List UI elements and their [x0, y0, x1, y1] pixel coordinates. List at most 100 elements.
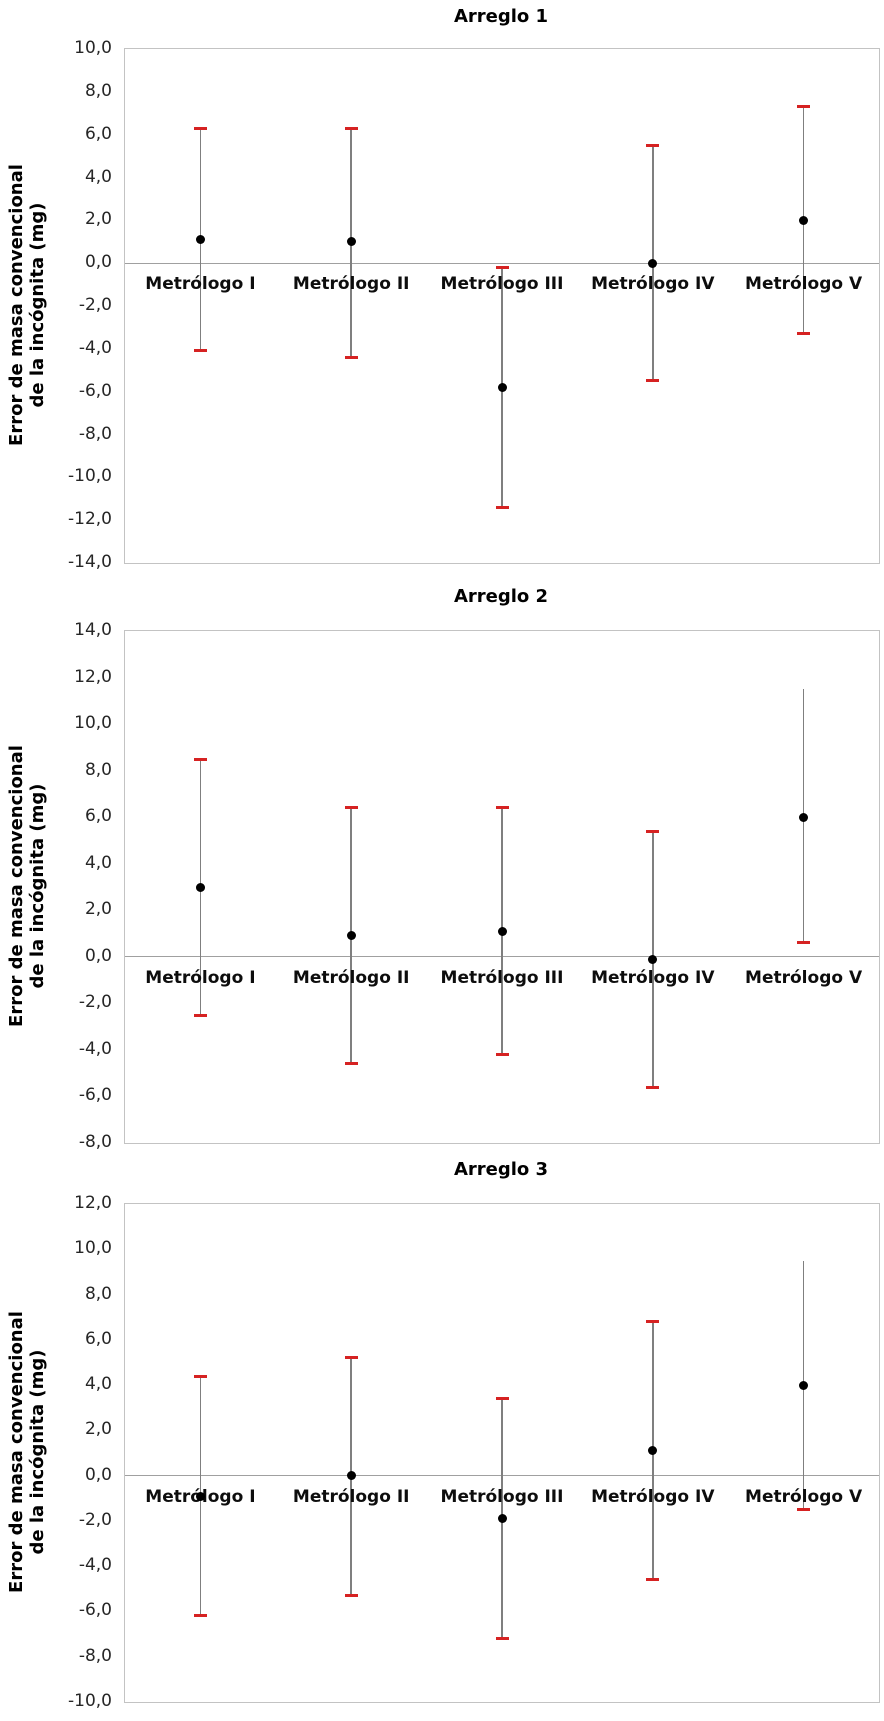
y-tick-label: -8,0	[78, 1645, 112, 1666]
error-cap-lower	[495, 1053, 509, 1057]
error-cap-lower	[646, 1085, 660, 1089]
y-tick-label: -2,0	[78, 295, 112, 315]
y-ticks: 14,0 12,0 10,0 8,0 6,0 4,0 2,0 0,0 -2,0 -4,0 -6,0 -…	[0, 578, 114, 1152]
y-tick-label: 8,0	[84, 759, 112, 780]
data-point	[346, 1471, 356, 1481]
y-tick-label: 10,0	[74, 1238, 112, 1259]
data-point	[648, 954, 658, 964]
y-tick-label: 12,0	[74, 666, 112, 687]
plot-area: Metrólogo I Metrólogo II Metrólogo III Metr…	[124, 1203, 880, 1703]
error-cap-lower	[344, 1062, 358, 1066]
chart-title: Arreglo 2	[453, 586, 549, 607]
y-tick-label: 2,0	[84, 209, 112, 230]
error-cap-upper	[646, 143, 660, 147]
y-tick-label: -6,0	[78, 1085, 112, 1106]
error-cap-upper	[344, 1356, 358, 1360]
error-cap-lower	[193, 1013, 207, 1017]
y-tick-label: -4,0	[78, 1038, 112, 1059]
y-ticks: 12,0 10,0 8,0 6,0 4,0 2,0 0,0 -2,0 -4,0 -6,0 -8,0 -…	[0, 1150, 114, 1721]
category-label: Metrólogo III	[440, 967, 564, 988]
y-tick-label: 2,0	[84, 899, 112, 920]
data-point	[346, 931, 356, 941]
y-tick-label: 4,0	[84, 852, 112, 873]
category-label: Metrólogo II	[292, 967, 410, 988]
y-tick-label: 4,0	[84, 166, 112, 187]
data-point	[195, 1491, 205, 1501]
y-tick-label: -8,0	[78, 423, 112, 444]
chart-section-arreglo-1: Arreglo 1 Error de masa convencional de …	[0, 0, 884, 578]
chart-title: Arreglo 1	[453, 6, 549, 27]
category-label: Metrólogo V	[745, 967, 863, 988]
y-tick-label: -4,0	[78, 337, 112, 358]
y-tick-label: 0,0	[84, 252, 112, 273]
error-cap-upper	[344, 806, 358, 810]
category-label: Metrólogo V	[745, 274, 863, 295]
error-cap-upper	[495, 1397, 509, 1401]
data-point	[648, 258, 658, 268]
error-cap-upper	[344, 126, 358, 130]
y-tick-label: 6,0	[84, 806, 112, 827]
y-tick-label: -4,0	[78, 1555, 112, 1576]
y-tick-label: 6,0	[84, 1328, 112, 1349]
error-cap-lower	[344, 355, 358, 359]
error-cap-lower	[797, 941, 811, 945]
data-point	[195, 235, 205, 245]
category-label: Metrólogo II	[292, 274, 410, 295]
y-ticks: 10,0 8,0 6,0 4,0 2,0 0,0 -2,0 -4,0 -6,0 -8,0 -10,0…	[0, 0, 114, 578]
y-tick-label: 10,0	[74, 38, 112, 58]
category-label: Metrólogo IV	[591, 967, 715, 988]
y-tick-label: 8,0	[84, 80, 112, 101]
category-label: Metrólogo I	[145, 967, 256, 988]
y-tick-label: -8,0	[78, 1132, 112, 1152]
y-tick-label: -14,0	[68, 552, 112, 572]
zero-gridline	[125, 262, 879, 264]
data-point	[648, 1446, 658, 1456]
data-point	[497, 1514, 507, 1524]
category-label: Metrólogo III	[440, 1486, 564, 1507]
plot-area: Metrólogo I Metrólogo II Metrólogo III Metr…	[124, 48, 880, 564]
y-tick-label: 8,0	[84, 1283, 112, 1304]
error-cap-upper	[495, 806, 509, 810]
data-point	[346, 237, 356, 247]
error-cap-upper	[495, 265, 509, 269]
y-tick-label: -2,0	[78, 992, 112, 1013]
y-tick-label: 6,0	[84, 123, 112, 144]
error-cap-lower	[193, 1614, 207, 1618]
data-point	[497, 382, 507, 392]
category-label: Metrólogo IV	[591, 1486, 715, 1507]
y-tick-label: -6,0	[78, 1600, 112, 1621]
plot-area: Metrólogo I Metrólogo II Metrólogo III Metr…	[124, 630, 880, 1144]
chart-title: Arreglo 3	[453, 1159, 549, 1180]
error-cap-lower	[495, 1637, 509, 1641]
data-point	[799, 1380, 809, 1390]
error-cap-upper	[646, 829, 660, 833]
error-cap-upper	[797, 105, 811, 109]
category-label: Metrólogo I	[145, 274, 256, 295]
data-point	[497, 926, 507, 936]
y-tick-label: -6,0	[78, 380, 112, 401]
y-tick-label: 2,0	[84, 1419, 112, 1440]
error-cap-upper	[193, 126, 207, 130]
error-cap-upper	[646, 1320, 660, 1324]
error-cap-upper	[193, 1374, 207, 1378]
error-cap-lower	[797, 1508, 811, 1512]
category-label: Metrólogo V	[745, 1486, 863, 1507]
error-cap-lower	[646, 1578, 660, 1582]
chart-section-arreglo-2: Arreglo 2 Error de masa convencional de …	[0, 578, 884, 1152]
error-cap-upper	[193, 757, 207, 761]
error-cap-lower	[797, 332, 811, 336]
y-tick-label: 0,0	[84, 945, 112, 966]
y-tick-label: -10,0	[68, 1691, 112, 1711]
y-tick-label: 12,0	[74, 1193, 112, 1213]
data-point	[799, 215, 809, 225]
y-tick-label: -12,0	[68, 509, 112, 530]
error-cap-lower	[646, 379, 660, 383]
error-cap-lower	[344, 1594, 358, 1598]
data-point	[799, 812, 809, 822]
y-tick-label: -10,0	[68, 466, 112, 487]
category-label: Metrólogo II	[292, 1486, 410, 1507]
data-point	[195, 882, 205, 892]
error-cap-lower	[193, 349, 207, 353]
y-tick-label: 14,0	[74, 620, 112, 640]
